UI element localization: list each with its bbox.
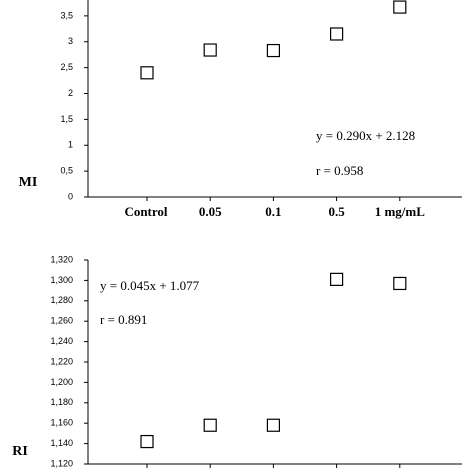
y-tick-label: 0 [68,191,73,201]
y-tick-label: 1,240 [50,336,73,346]
marker [203,418,217,432]
y-tick-label: 1,220 [50,356,73,366]
x-tick-label: 0.5 [328,204,345,219]
x-tick-label: 1 mg/mL [375,204,426,219]
x-tick-label: 0.1 [265,204,281,219]
annotation: y = 0.290x + 2.128 [316,128,415,143]
y-tick-label: 1,200 [50,377,73,387]
y-tick-label: 1,160 [50,418,73,428]
x-tick-label: 0.05 [199,204,222,219]
annotation: r = 0.891 [100,312,147,327]
marker [203,43,217,57]
annotation: y = 0.045x + 1.077 [100,278,200,293]
y-tick-label: 0,5 [60,166,73,176]
marker [140,434,154,449]
marker [140,66,154,80]
x-tick-label: Control [124,204,167,219]
marker [330,272,344,286]
marker [266,418,280,432]
y-tick-label: 2,5 [60,62,73,72]
y-tick-label: 1,320 [50,254,73,264]
y-tick-label: 1,280 [50,295,73,305]
y-tick-label: 3,5 [60,10,73,20]
y-tick-label: 1,180 [50,397,73,407]
marker [393,276,407,291]
annotation: r = 0.958 [316,163,363,178]
y-tick-label: 1,120 [50,458,73,468]
y-tick-label: 2 [68,88,73,98]
y-tick-label: 1 [68,140,73,150]
y-tick-label: 3 [68,36,73,46]
marker [330,27,344,41]
y-tick-label: 1,300 [50,275,73,285]
y-tick-label: 1,260 [50,316,73,326]
marker [393,0,407,14]
marker [266,43,280,58]
y-axis-label: MI [19,175,38,190]
y-axis-label: RI [12,444,28,459]
y-tick-label: 1,140 [50,438,73,448]
y-tick-label: 1,5 [60,114,73,124]
